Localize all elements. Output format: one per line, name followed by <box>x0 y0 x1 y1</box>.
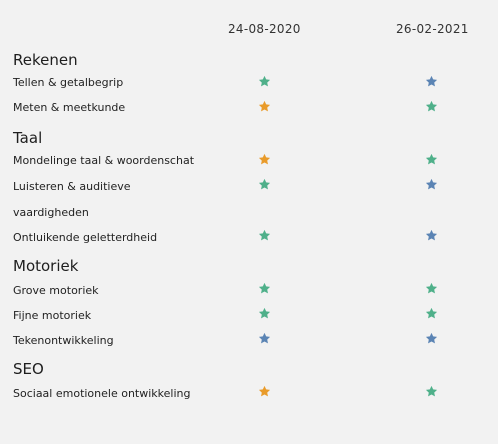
star-icon <box>425 75 438 88</box>
star-icon <box>258 153 271 166</box>
star-icon <box>425 282 438 295</box>
star-icon <box>425 229 438 242</box>
section-title-rekenen: Rekenen <box>13 51 78 69</box>
row-label-continued: vaardigheden <box>13 206 89 219</box>
row-label: Tellen & getalbegrip <box>13 76 124 89</box>
row-label: Fijne motoriek <box>13 309 92 322</box>
row-label: Meten & meetkunde <box>13 101 126 114</box>
star-icon <box>425 385 438 398</box>
section-title-taal: Taal <box>13 129 43 147</box>
star-icon <box>425 153 438 166</box>
column-date-1: 24-08-2020 <box>228 22 301 36</box>
star-icon <box>425 332 438 345</box>
section-title-motoriek: Motoriek <box>13 257 79 275</box>
star-icon <box>258 229 271 242</box>
star-icon <box>258 75 271 88</box>
star-icon <box>425 178 438 191</box>
star-icon <box>258 307 271 320</box>
row-label: Luisteren & auditieve <box>13 180 131 193</box>
star-icon <box>258 282 271 295</box>
star-icon <box>258 100 271 113</box>
row-label: Mondelinge taal & woordenschat <box>13 154 195 167</box>
row-label: Grove motoriek <box>13 284 99 297</box>
row-label: Tekenontwikkeling <box>13 334 114 347</box>
section-title-seo: SEO <box>13 360 44 378</box>
star-icon <box>425 100 438 113</box>
star-icon <box>258 178 271 191</box>
star-icon <box>258 332 271 345</box>
star-icon <box>258 385 271 398</box>
column-date-2: 26-02-2021 <box>396 22 469 36</box>
row-label: Sociaal emotionele ontwikkeling <box>13 387 191 400</box>
star-icon <box>425 307 438 320</box>
row-label: Ontluikende geletterdheid <box>13 231 158 244</box>
